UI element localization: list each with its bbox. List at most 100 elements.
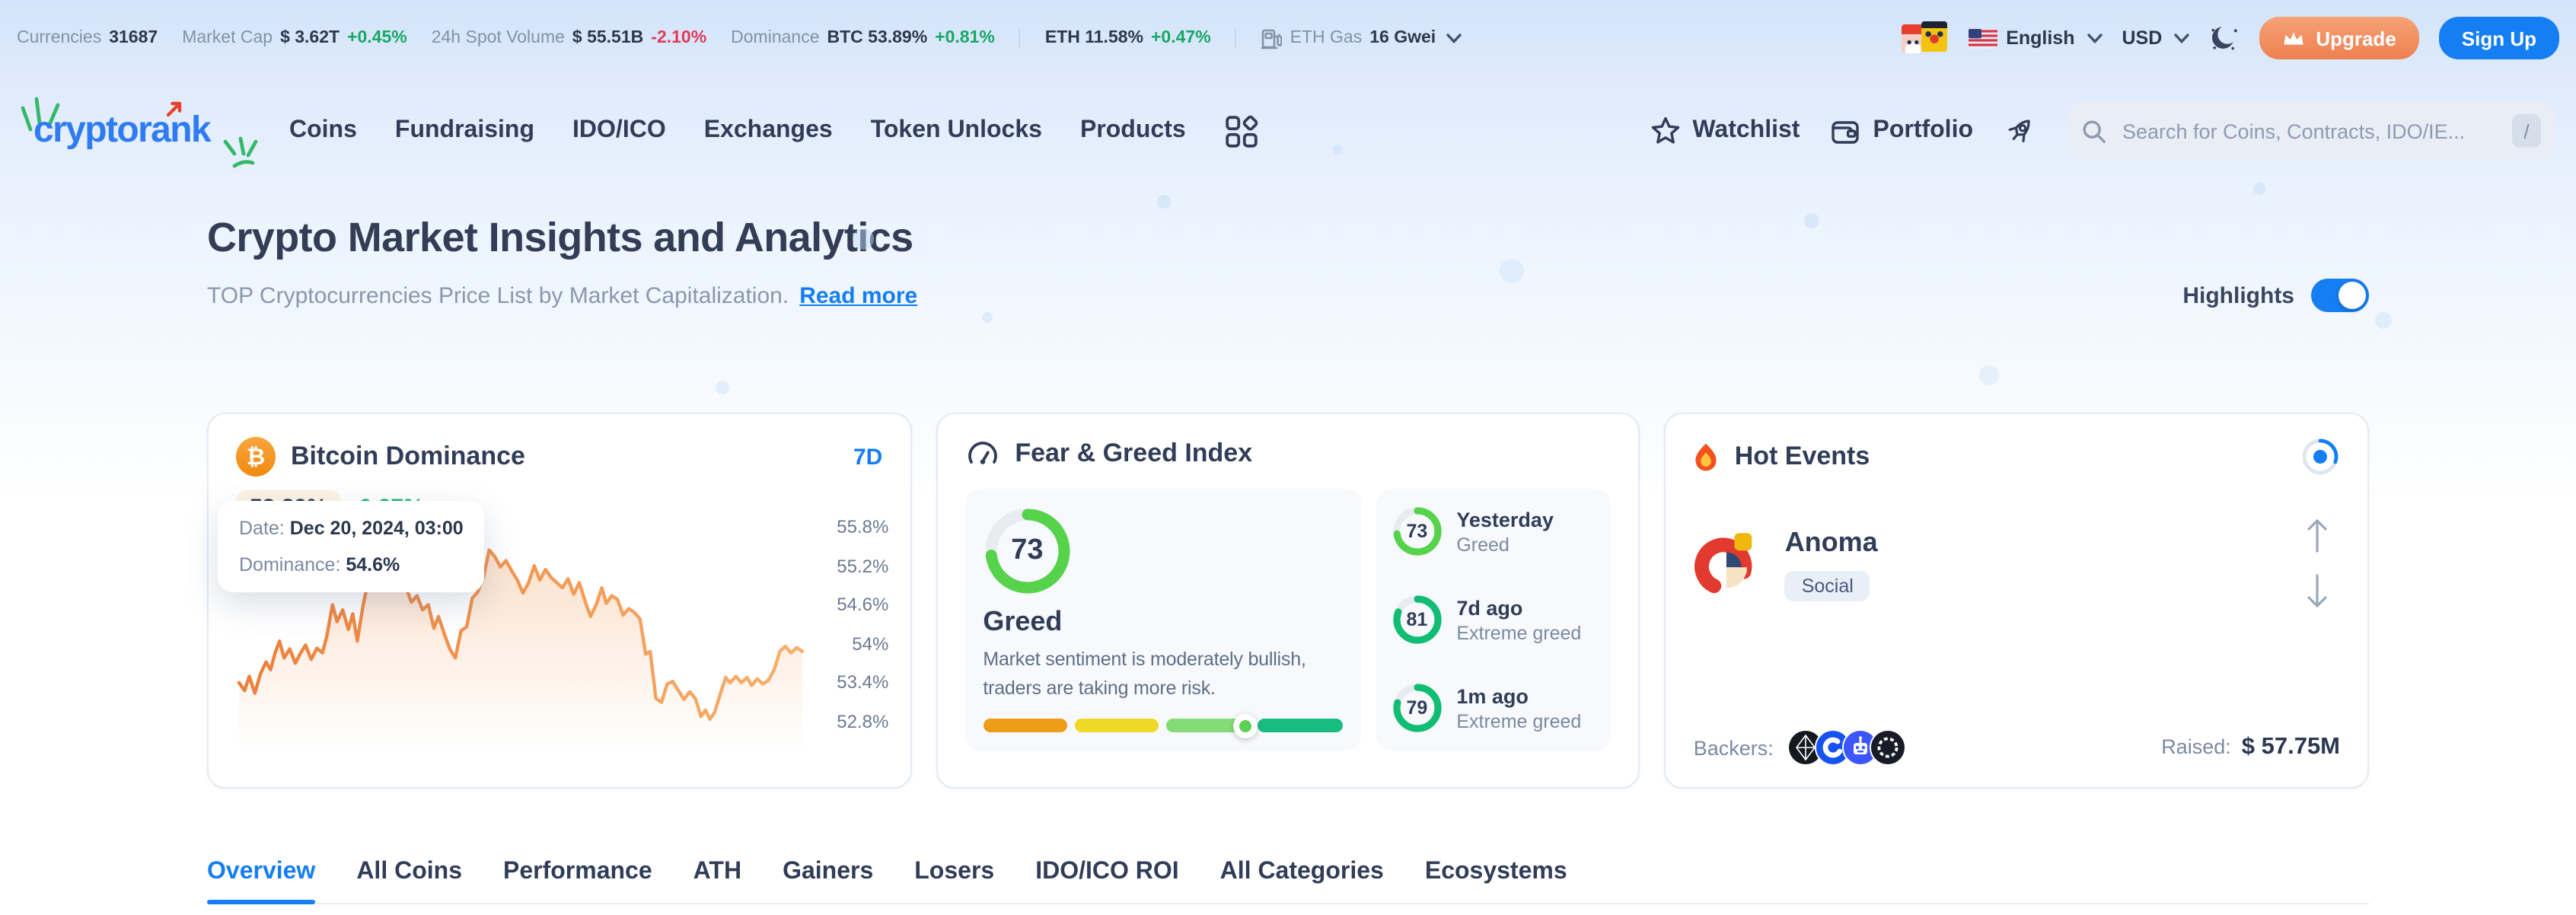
tab-ido-ico-roi[interactable]: IDO/ICO ROI xyxy=(1035,859,1179,885)
nav-link-fundraising[interactable]: Fundraising xyxy=(395,117,534,145)
signup-label: Sign Up xyxy=(2461,27,2536,49)
santa-icon xyxy=(1901,24,1924,53)
currency-selector[interactable]: USD xyxy=(2122,27,2190,49)
history-period: 7d ago xyxy=(1456,596,1523,619)
event-nav-arrows xyxy=(2303,516,2331,611)
theme-toggle-moon-icon[interactable] xyxy=(2209,23,2240,53)
nav-link-label: Products xyxy=(1079,117,1186,143)
backer-chain-ring-logo[interactable] xyxy=(1869,729,1906,766)
tab-all-coins[interactable]: All Coins xyxy=(356,859,462,885)
cryptorank-logo[interactable]: cryptorank xyxy=(21,96,258,168)
upgrade-button[interactable]: Upgrade xyxy=(2259,17,2419,59)
chart-y-axis: 55.8% 55.2% 54.6% 54% 53.4% 52.8% xyxy=(837,516,889,732)
tooltip-dominance-label: Dominance: xyxy=(239,554,341,575)
tab-performance[interactable]: Performance xyxy=(503,859,652,885)
search-input[interactable] xyxy=(2119,118,2500,144)
portfolio-button[interactable]: Portfolio xyxy=(1830,116,1973,146)
tab-gainers[interactable]: Gainers xyxy=(783,859,874,885)
history-value: 79 xyxy=(1406,697,1428,719)
history-value: 81 xyxy=(1406,609,1428,630)
currencies-value: 31687 xyxy=(109,29,158,47)
card-title: Fear & Greed Index xyxy=(1015,438,1253,467)
nav-link-label: Exchanges xyxy=(703,117,833,143)
tab-ath[interactable]: ATH xyxy=(693,859,742,885)
eth-gas-dropdown[interactable]: ETH Gas 16 Gwei xyxy=(1261,27,1462,49)
eth-dominance-stat: ETH 11.58% +0.47% xyxy=(1045,29,1211,47)
eth-gas-value: 16 Gwei xyxy=(1369,29,1436,47)
event-category-badge: Social xyxy=(1784,570,1870,601)
history-gauge: 79 xyxy=(1391,682,1443,734)
decor-dot xyxy=(1979,365,1999,385)
signup-button[interactable]: Sign Up xyxy=(2438,17,2559,59)
history-label: Greed xyxy=(1456,534,1510,555)
tooltip-date-label: Date: xyxy=(239,518,285,539)
highlights-label: Highlights xyxy=(2182,282,2294,308)
arrow-down-icon[interactable] xyxy=(2303,571,2331,611)
nav-link-products[interactable]: Products xyxy=(1080,117,1186,145)
y-axis-label: 54.6% xyxy=(837,594,889,616)
divider xyxy=(1235,28,1237,48)
raised-label: Raised: xyxy=(2161,735,2231,758)
highlight-cards: ₿ Bitcoin Dominance 7D 53.89% 0.27% Date… xyxy=(207,413,2370,789)
range-selector-7d[interactable]: 7D xyxy=(853,444,883,470)
decor-dot xyxy=(716,381,729,394)
dominance-label: Dominance xyxy=(731,29,820,47)
market-cap-change: +0.45% xyxy=(347,29,407,47)
tab-all-categories[interactable]: All Categories xyxy=(1219,859,1384,885)
gauge-icon xyxy=(964,437,999,470)
market-cap-label: Market Cap xyxy=(182,29,273,47)
btc-dominance-stat: Dominance BTC 53.89% +0.81% xyxy=(731,29,995,47)
rocket-icon[interactable] xyxy=(2004,114,2037,148)
watchlist-label: Watchlist xyxy=(1692,117,1800,143)
card-title: Bitcoin Dominance xyxy=(291,442,525,470)
eth-dominance-change: +0.47% xyxy=(1151,29,1211,47)
tab-ecosystems[interactable]: Ecosystems xyxy=(1424,859,1567,885)
crown-icon xyxy=(2282,29,2305,47)
backers-avatars xyxy=(1787,729,1906,766)
volume-change: -2.10% xyxy=(651,29,707,47)
btc-dominance-value: BTC 53.89% xyxy=(827,29,928,47)
arrow-up-icon[interactable] xyxy=(2303,516,2331,556)
autoplay-timer xyxy=(2300,437,2340,477)
spot-volume-stat: 24h Spot Volume $ 55.51B -2.10% xyxy=(432,29,706,47)
history-row-1m: 79 1m ago Extreme greed xyxy=(1391,682,1596,734)
nav-link-ido-ico[interactable]: IDO/ICO xyxy=(572,117,666,145)
tooltip-date-value: Dec 20, 2024, 03:00 xyxy=(289,518,464,539)
history-label: Extreme greed xyxy=(1456,710,1582,732)
tab-overview[interactable]: Overview xyxy=(207,859,316,904)
y-axis-label: 54% xyxy=(852,633,889,655)
logo-leaves-icon xyxy=(223,136,258,168)
backers-label: Backers: xyxy=(1693,736,1774,759)
watchlist-button[interactable]: Watchlist xyxy=(1650,116,1800,146)
nav-link-label: Token Unlocks xyxy=(870,117,1042,143)
highlights-control: Highlights xyxy=(2182,279,2369,312)
us-flag-icon xyxy=(1968,28,1997,48)
dominance-chart[interactable] xyxy=(233,505,808,760)
highlights-toggle[interactable] xyxy=(2311,279,2369,312)
page-subtitle: TOP Cryptocurrencies Price List by Marke… xyxy=(207,282,789,308)
wallet-icon xyxy=(1830,116,1860,146)
history-row-yesterday: 73 Yesterday Greed xyxy=(1391,505,1596,557)
search-box[interactable]: / xyxy=(2067,102,2555,160)
apps-grid-icon[interactable] xyxy=(1224,113,1259,148)
history-period: Yesterday xyxy=(1456,508,1554,531)
volume-value: $ 55.51B xyxy=(572,29,644,47)
nav-link-coins[interactable]: Coins xyxy=(289,117,357,145)
nav-link-exchanges[interactable]: Exchanges xyxy=(704,117,833,145)
nav-links: Coins Fundraising IDO/ICO Exchanges Toke… xyxy=(289,113,1259,148)
language-selector[interactable]: English xyxy=(1968,27,2103,49)
hot-event-item[interactable]: Anoma Social xyxy=(1694,516,2340,611)
tab-losers[interactable]: Losers xyxy=(914,859,995,885)
y-axis-label: 55.8% xyxy=(837,516,889,537)
main-navbar: cryptorank Coins Fundraising IDO/ICO Exc… xyxy=(0,76,2576,186)
sentiment-scale-bar xyxy=(983,713,1343,738)
nav-link-token-unlocks[interactable]: Token Unlocks xyxy=(871,117,1042,145)
read-more-link[interactable]: Read more xyxy=(799,282,918,308)
logo-arrow-icon xyxy=(166,101,182,117)
hero-section: Crypto Market Insights and Analytics TOP… xyxy=(0,186,2576,312)
history-period: 1m ago xyxy=(1456,684,1529,707)
holiday-promo-icon[interactable] xyxy=(1901,18,1948,58)
nav-link-label: Fundraising xyxy=(394,117,535,143)
decor-dot xyxy=(982,312,993,323)
